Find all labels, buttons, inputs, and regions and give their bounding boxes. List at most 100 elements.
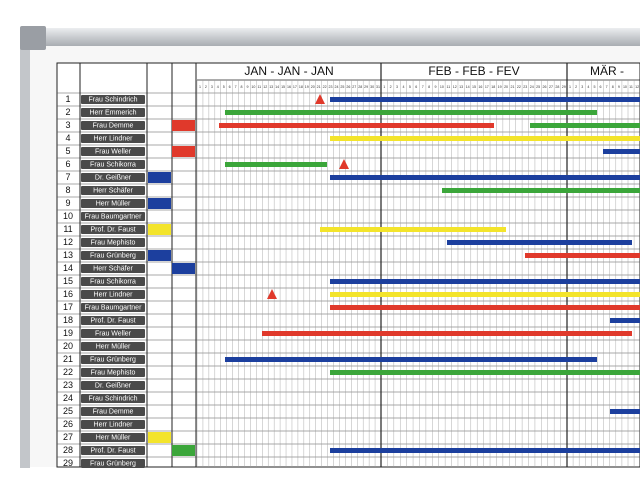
month-label: MÄR - [590,64,624,78]
day-label: 9 [618,85,620,89]
day-label: 12 [635,85,639,89]
row-number: 9 [65,198,70,208]
row-number: 3 [65,120,70,130]
day-label: 11 [446,85,450,89]
row-name: Frau Mephisto [91,369,136,376]
row-name: Frau Weller [95,330,132,337]
day-label: 7 [235,85,237,89]
day-label: 4 [587,85,589,89]
day-label: 11 [629,85,633,89]
name-strip [81,368,145,377]
row-number: 6 [65,159,70,169]
row-number: 24 [63,393,73,403]
day-label: 10 [251,85,255,89]
row-number: 2 [65,107,70,117]
row-number: 18 [63,315,73,325]
day-label: 1 [199,85,201,89]
row-number: 13 [63,250,73,260]
name-strip [81,173,145,182]
day-label: 17 [485,85,489,89]
plan-strip [219,123,494,128]
row-name: Dr. Geißner [95,382,132,389]
row-number: 26 [63,419,73,429]
plan-strip [330,175,640,180]
day-label: 1 [383,85,385,89]
day-label: 14 [275,85,279,89]
row-name: Frau Weller [95,148,132,155]
day-label: 9 [246,85,248,89]
row-name: Frau Schindrich [88,96,137,103]
row-number: 21 [63,354,73,364]
row-name: Frau Grünberg [90,460,136,467]
day-label: 12 [263,85,267,89]
marker-square [148,432,171,443]
row-number: 1 [65,94,70,104]
name-strip [81,147,145,156]
plan-strip [330,292,640,297]
day-label: 20 [311,85,315,89]
name-strip [81,329,145,338]
name-strip [81,95,145,104]
plan-strip [330,279,640,284]
marker-square [148,198,171,209]
frame-corner [20,26,46,50]
marker-square [148,172,171,183]
grid-area [56,62,640,468]
row-number: 8 [65,185,70,195]
day-label: 23 [523,85,527,89]
row-number: 19 [63,328,73,338]
plan-strip [225,357,597,362]
row-name: Herr Schäfer [93,187,133,194]
day-label: 24 [530,85,534,89]
day-label: 21 [510,85,514,89]
day-label: 2 [205,85,207,89]
row-name: Dr. Geißner [95,174,132,181]
name-strip [81,121,145,130]
month-label: FEB - FEB - FEV [428,64,519,78]
name-strip [81,238,145,247]
day-label: 28 [555,85,559,89]
row-name: Prof. Dr. Faust [90,447,135,454]
day-label: 2 [390,85,392,89]
name-strip [81,355,145,364]
plan-strip [330,136,640,141]
plan-strip [330,305,640,310]
marker-triangle [267,289,277,299]
row-number: 11 [63,224,72,234]
row-name: Frau Baumgartner [85,304,142,311]
row-name: Frau Baumgartner [85,213,142,220]
day-label: 9 [435,85,437,89]
row-number: 7 [65,172,70,182]
row-name: Frau Schindrich [88,395,137,402]
marker-square [172,445,195,456]
day-label: 5 [593,85,595,89]
name-strip [81,420,145,429]
day-label: 13 [459,85,463,89]
row-number: 10 [63,211,73,221]
plan-strip [610,318,640,323]
plan-strip [330,370,640,375]
day-label: 6 [229,85,231,89]
day-label: 4 [402,85,404,89]
marker-square [172,146,195,157]
day-label: 8 [428,85,430,89]
day-label: 16 [478,85,482,89]
row-number: 14 [63,263,73,273]
name-strip [81,446,145,455]
plan-strip [530,123,640,128]
day-label: 13 [269,85,273,89]
row-name: Frau Schikorra [90,161,136,168]
row-name: Herr Lindner [94,291,134,298]
marker-square [172,120,195,131]
row-name: Herr Müller [96,434,131,441]
month-label: JAN - JAN - JAN [244,64,333,78]
day-label: 10 [440,85,444,89]
day-label: 3 [581,85,583,89]
plan-strip [610,409,640,414]
name-strip [81,381,145,390]
top-frame [22,28,640,46]
day-label: 18 [299,85,303,89]
name-strip [81,199,145,208]
